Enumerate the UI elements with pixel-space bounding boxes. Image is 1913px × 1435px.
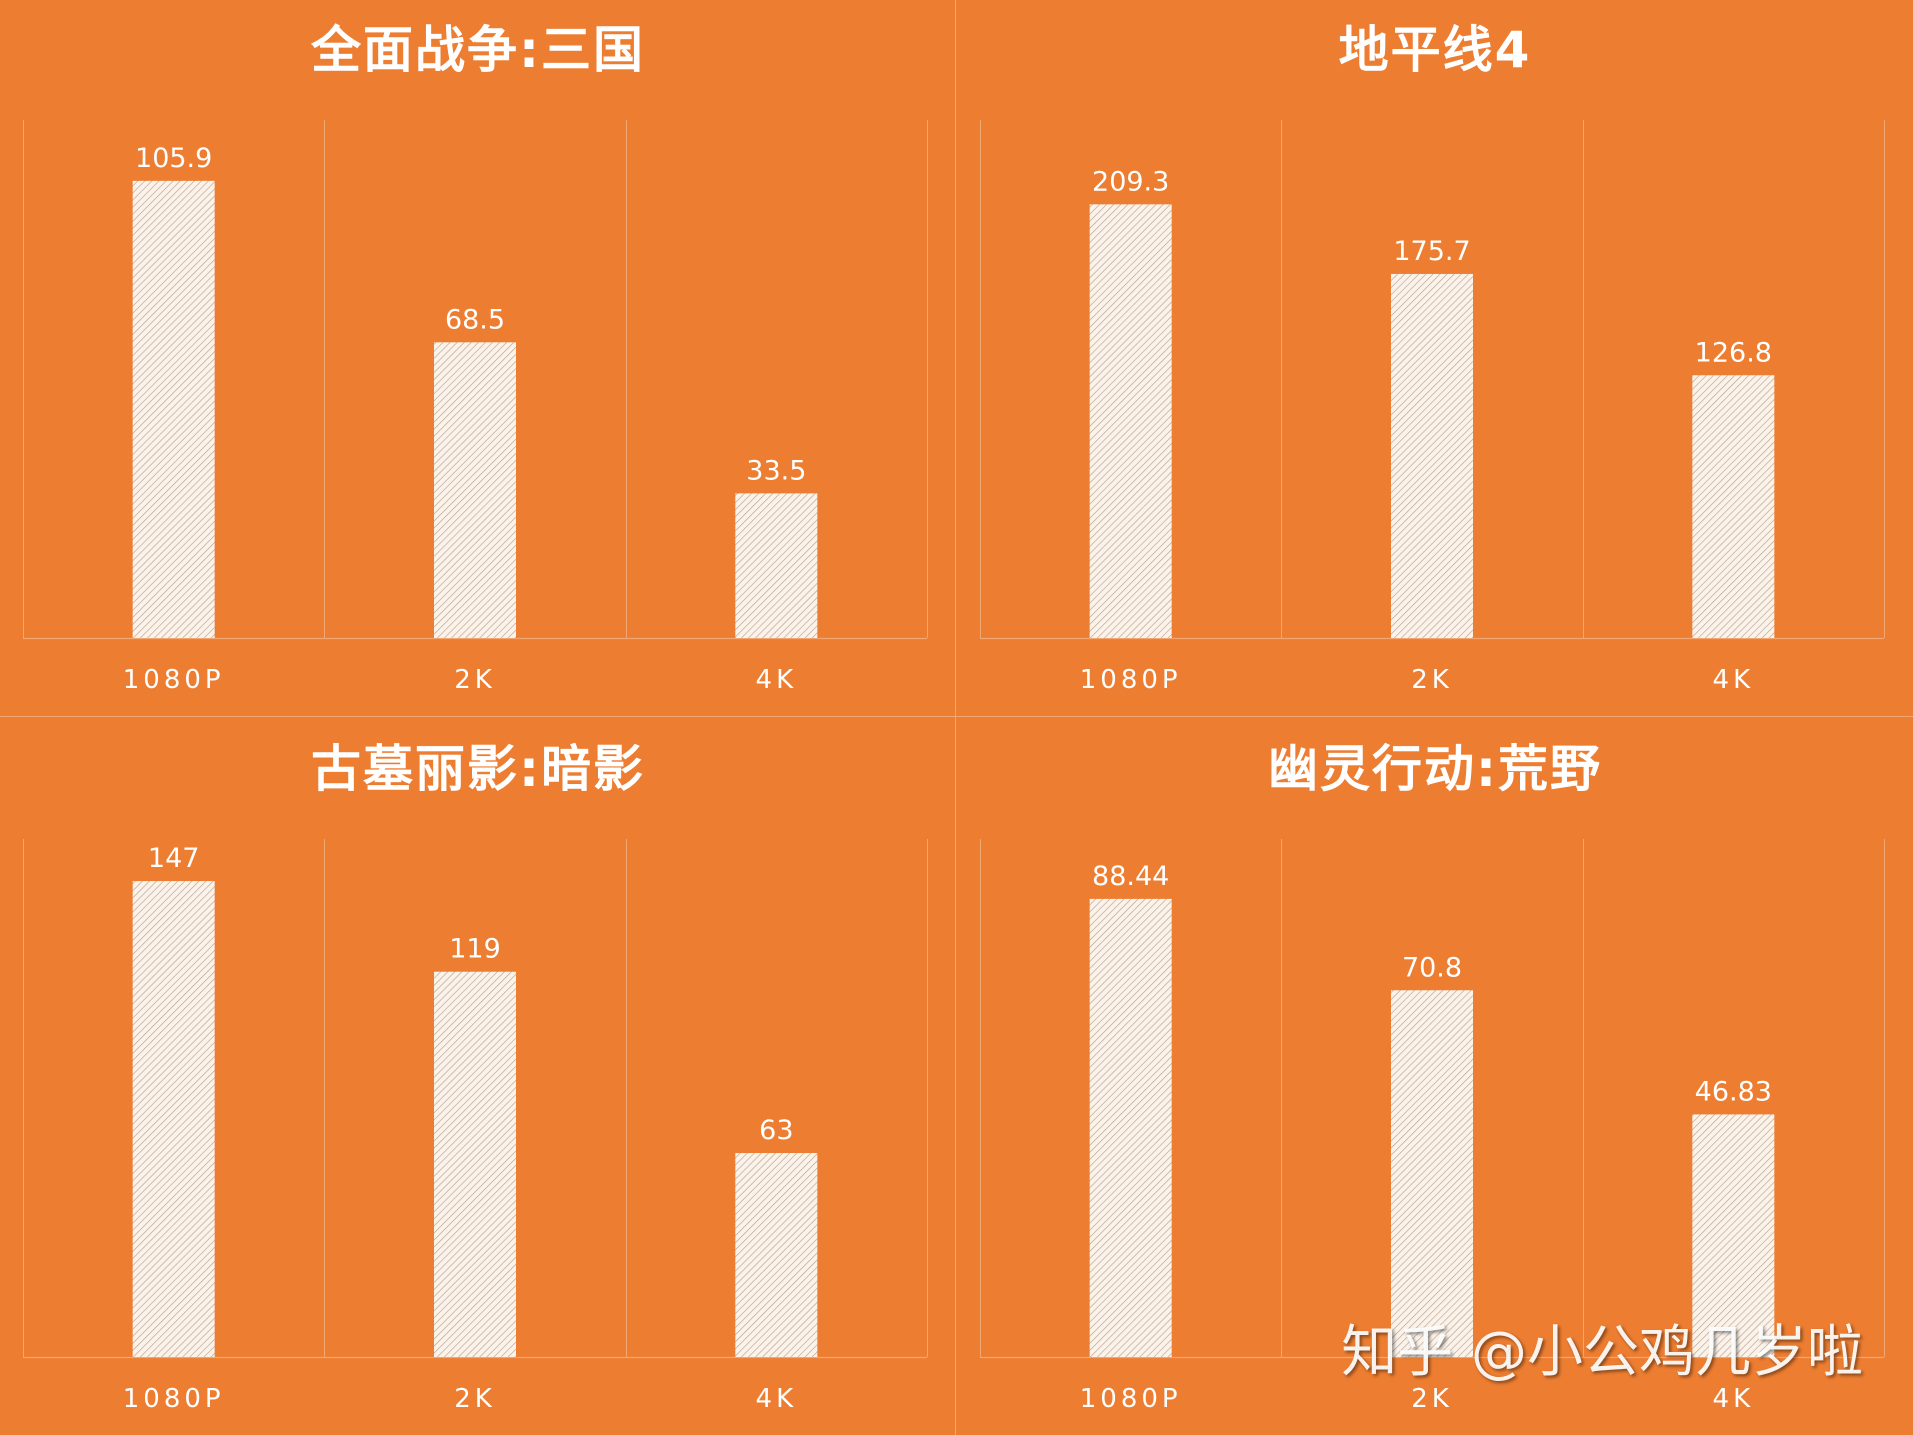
- bar-2k: [1391, 990, 1473, 1357]
- bar-1080p: [132, 881, 215, 1357]
- watermark: 知乎 @小公鸡几岁啦: [1341, 1320, 1863, 1385]
- chart-panel-total-war: 全面战争:三国 105.9 1080P 68.5 2K 33.5 4K: [0, 0, 956, 716]
- category-label: 1080P: [123, 665, 225, 695]
- data-label: 126.8: [1695, 337, 1772, 368]
- bar-chart-plot: 88.44 1080P 70.8 2K 46.83 4K: [980, 839, 1885, 1414]
- bar-2k: [434, 971, 516, 1357]
- category-label: 2K: [1411, 665, 1453, 695]
- chart-panel-forza-horizon: 地平线4 209.3 1080P 175.7 2K 126.8 4K: [957, 0, 1913, 716]
- data-label: 33.5: [746, 455, 806, 486]
- category-label: 4K: [1713, 1384, 1755, 1414]
- chart-title: 地平线4: [1338, 21, 1532, 79]
- data-label: 70.8: [1402, 952, 1462, 983]
- chart-title: 幽灵行动:荒野: [1268, 740, 1602, 798]
- category-label: 4K: [1713, 665, 1755, 695]
- category-label: 2K: [454, 665, 496, 695]
- bar-1080p: [1089, 204, 1172, 639]
- bar-2k: [1391, 273, 1473, 638]
- bar-4k: [1692, 1114, 1775, 1357]
- data-label: 119: [449, 934, 501, 965]
- category-label: 1080P: [1080, 665, 1182, 695]
- bar-4k: [735, 1153, 818, 1357]
- data-label: 105.9: [135, 143, 212, 174]
- bar-2k: [434, 342, 516, 638]
- data-label: 46.83: [1695, 1076, 1772, 1107]
- category-label: 1080P: [1080, 1384, 1182, 1414]
- data-label: 209.3: [1092, 166, 1169, 197]
- data-label: 175.7: [1393, 236, 1470, 267]
- chart-title: 全面战争:三国: [311, 21, 645, 79]
- data-label: 147: [148, 843, 200, 874]
- bar-chart-plot: 209.3 1080P 175.7 2K 126.8 4K: [980, 120, 1885, 695]
- category-label: 4K: [756, 1384, 798, 1414]
- chart-panel-tomb-raider: 古墓丽影:暗影 147 1080P 119 2K 63 4K: [0, 719, 956, 1435]
- category-label: 1080P: [123, 1384, 225, 1414]
- bar-1080p: [1089, 898, 1172, 1357]
- vertical-divider: [955, 0, 956, 1435]
- bar-chart-plot: 105.9 1080P 68.5 2K 33.5 4K: [23, 120, 928, 695]
- chart-title: 古墓丽影:暗影: [311, 740, 645, 798]
- bar-4k: [735, 493, 818, 638]
- horizontal-divider: [0, 716, 1913, 717]
- bar-1080p: [132, 180, 215, 639]
- bar-chart-plot: 147 1080P 119 2K 63 4K: [23, 839, 928, 1414]
- category-label: 2K: [1411, 1384, 1453, 1414]
- category-label: 4K: [756, 665, 798, 695]
- bar-4k: [1692, 375, 1775, 638]
- data-label: 63: [759, 1115, 793, 1146]
- category-label: 2K: [454, 1384, 496, 1414]
- data-label: 88.44: [1092, 861, 1169, 892]
- chart-panel-ghost-recon: 幽灵行动:荒野 88.44 1080P 70.8 2K 46.83 4K: [957, 719, 1913, 1435]
- data-label: 68.5: [445, 304, 505, 335]
